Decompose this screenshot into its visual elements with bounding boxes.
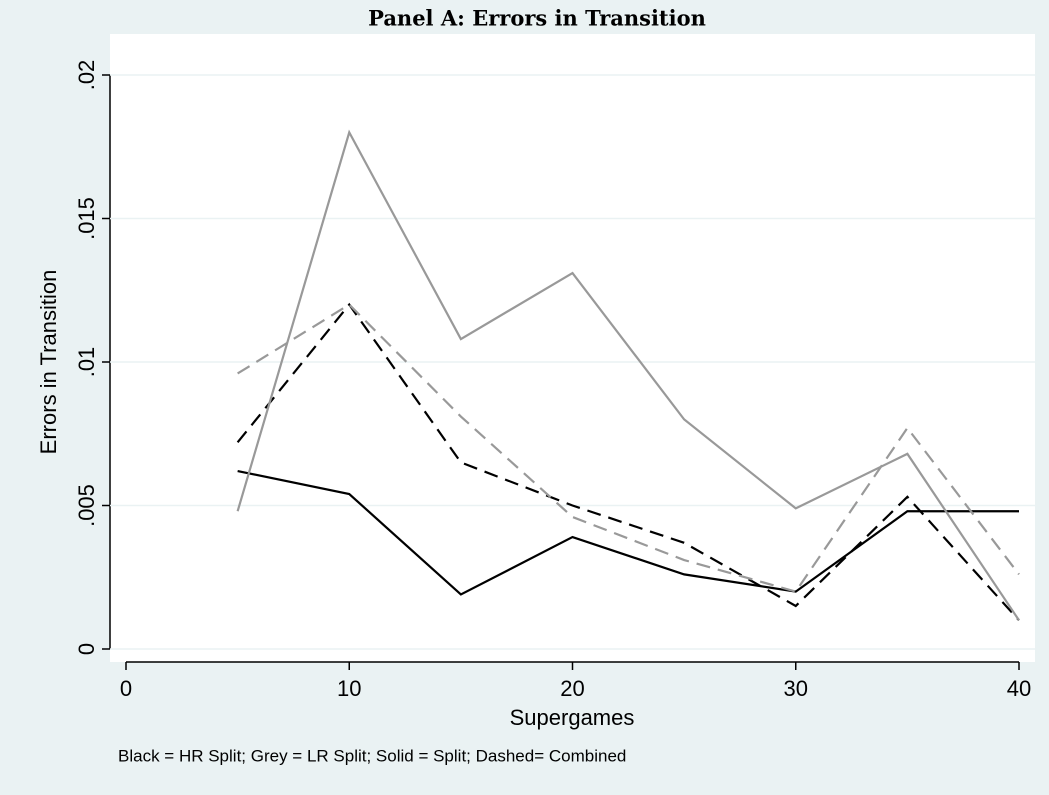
y-tick-label: 0: [74, 643, 99, 655]
y-tick-label: .015: [74, 197, 99, 240]
x-tick-label: 30: [784, 676, 808, 701]
x-axis-title: Supergames: [510, 705, 635, 730]
y-tick-label: .01: [74, 347, 99, 378]
note: Black = HR Split; Grey = LR Split; Solid…: [118, 746, 626, 765]
x-tick-label: 20: [560, 676, 584, 701]
series-line: [236, 302, 1020, 622]
x-tick-label: 10: [337, 676, 361, 701]
x-tick-label: 40: [1007, 676, 1031, 701]
series-line: [237, 303, 1020, 593]
x-tick-label: 0: [120, 676, 132, 701]
chart-title: Panel A: Errors in Transition: [368, 6, 706, 31]
plot-area: [110, 34, 1035, 662]
y-tick-label: .02: [74, 60, 99, 91]
series-line: [237, 469, 1019, 596]
y-tick-label: .005: [74, 484, 99, 527]
y-axis-title: Errors in Transition: [36, 270, 61, 455]
series-line: [236, 129, 1020, 621]
